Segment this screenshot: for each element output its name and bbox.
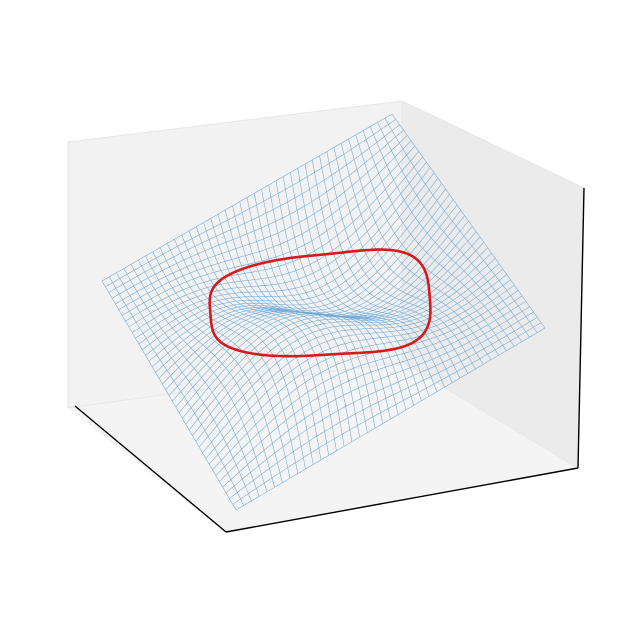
mesh-line-u: [219, 301, 527, 482]
mesh-line-v: [283, 176, 430, 397]
mesh-line-v: [297, 168, 445, 388]
contour-level-zero: [208, 248, 432, 358]
contour-curve: [208, 248, 432, 358]
mesh-line-v: [362, 130, 515, 347]
pane-back-left: [68, 101, 402, 408]
surface-wireframe: [101, 113, 546, 511]
mesh-line-u: [205, 279, 511, 459]
mesh-line-u: [195, 263, 500, 442]
mesh-line-u: [229, 317, 538, 499]
pane-back-right: [402, 101, 584, 468]
pane-floor: [68, 362, 578, 532]
mesh-line-u: [225, 311, 534, 494]
mesh-line-v: [377, 122, 530, 338]
mesh-line-u: [222, 306, 530, 488]
mesh-line-u: [232, 322, 542, 505]
mesh-line-v: [312, 159, 461, 379]
mesh-line-u: [188, 252, 492, 431]
mesh-line-u: [235, 327, 546, 511]
mesh-line-v: [304, 164, 453, 383]
x-axis-line: [74, 405, 227, 533]
y-axis-line: [225, 467, 579, 533]
mesh-line-u: [192, 258, 496, 436]
mesh-line-u: [182, 242, 484, 419]
mesh-line-u: [215, 295, 523, 476]
mesh-line-v: [355, 134, 507, 351]
mesh-line-v: [348, 139, 499, 356]
z-axis-line: [577, 187, 585, 469]
mesh-line-u: [208, 284, 515, 465]
mesh-line-v: [326, 151, 476, 370]
mesh-line-v: [370, 126, 523, 342]
mesh-line-v: [384, 118, 538, 333]
mesh-line-v: [341, 143, 492, 361]
mesh-line-v: [319, 155, 469, 374]
mesh-line-v: [333, 147, 484, 365]
mesh-line-u: [202, 274, 507, 453]
mesh-line-v: [290, 172, 438, 392]
mesh-line-u: [185, 247, 488, 425]
mesh-line-v: [391, 113, 546, 329]
mesh-line-u: [198, 268, 504, 448]
